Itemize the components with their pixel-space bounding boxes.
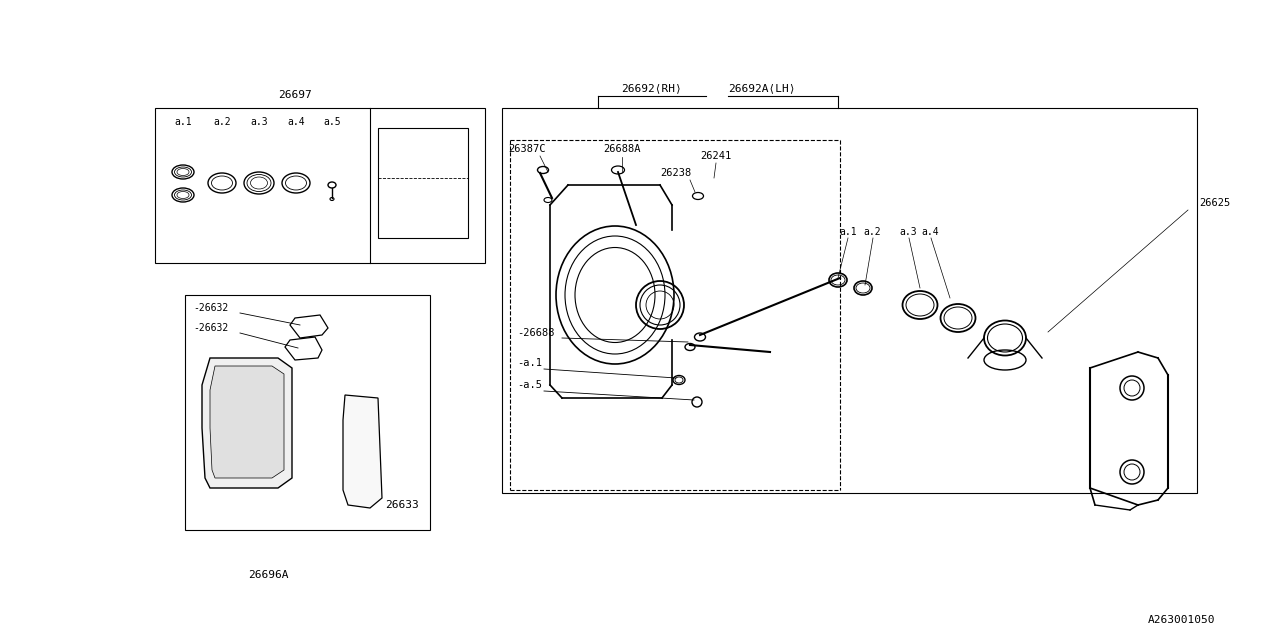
Text: a.4: a.4 [922, 227, 938, 237]
Bar [155, 108, 485, 263]
Text: 26241: 26241 [700, 151, 732, 161]
Bar [378, 128, 468, 238]
Text: -26632: -26632 [193, 323, 228, 333]
Text: a.3: a.3 [250, 117, 268, 127]
Bar [502, 108, 1197, 493]
Text: 26692⟨RH⟩: 26692⟨RH⟩ [621, 83, 681, 93]
Text: -a.1: -a.1 [517, 358, 541, 368]
Text: a.2: a.2 [214, 117, 230, 127]
Text: a.4: a.4 [287, 117, 305, 127]
Text: 26625: 26625 [1199, 198, 1230, 208]
Text: 26688A: 26688A [603, 144, 641, 154]
Bar [186, 295, 430, 530]
Text: 26633: 26633 [385, 500, 419, 510]
Text: a.5: a.5 [323, 117, 340, 127]
Polygon shape [202, 358, 292, 488]
Polygon shape [343, 395, 381, 508]
Text: 26692A⟨LH⟩: 26692A⟨LH⟩ [728, 83, 796, 93]
Text: a.3: a.3 [899, 227, 916, 237]
Text: a.1: a.1 [174, 117, 192, 127]
Text: 26696A: 26696A [248, 570, 288, 580]
Text: A263001050: A263001050 [1147, 615, 1215, 625]
Text: -a.5: -a.5 [517, 380, 541, 390]
Text: a.2: a.2 [863, 227, 881, 237]
Polygon shape [210, 366, 284, 478]
Text: -26632: -26632 [193, 303, 228, 313]
Text: 26697: 26697 [278, 90, 312, 100]
Text: a.1: a.1 [840, 227, 856, 237]
Text: 26238: 26238 [660, 168, 691, 178]
Text: -26688: -26688 [517, 328, 554, 338]
Text: 26387C: 26387C [508, 144, 545, 154]
